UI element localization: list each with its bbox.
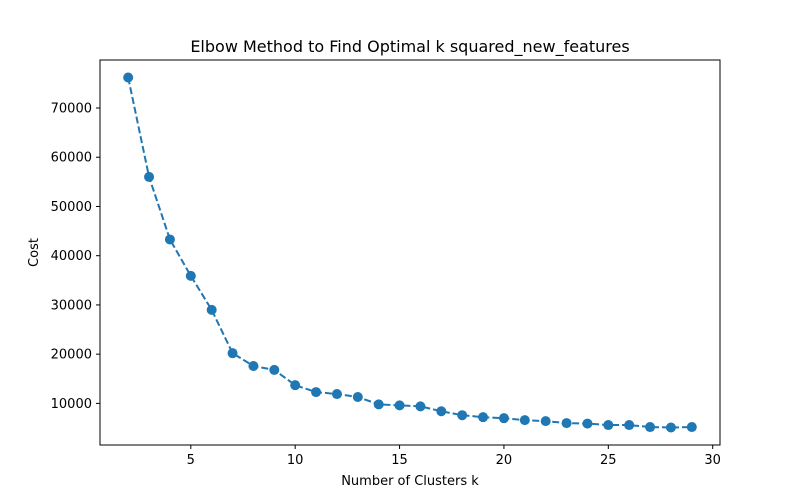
x-tick-label: 15 (391, 453, 408, 468)
y-tick-label: 40000 (51, 249, 92, 264)
x-tick-label: 5 (187, 453, 195, 468)
chart-title: Elbow Method to Find Optimal k squared_n… (190, 37, 629, 57)
data-point (582, 418, 593, 429)
data-point (519, 415, 530, 426)
data-points (123, 72, 697, 433)
data-point (478, 412, 489, 423)
data-point (290, 380, 301, 391)
plot-area-frame (99, 59, 721, 446)
x-axis-ticks: 5 10 15 20 25 30 (187, 445, 721, 468)
y-tick-label: 50000 (51, 200, 92, 215)
data-point (352, 391, 363, 402)
series-line (127, 77, 692, 429)
y-tick-label: 10000 (51, 397, 92, 412)
x-tick-label: 25 (600, 453, 617, 468)
data-point (123, 72, 134, 83)
data-point (331, 389, 342, 400)
x-axis-title: Number of Clusters k (341, 474, 479, 489)
y-tick-label: 20000 (51, 348, 92, 363)
y-tick-label: 30000 (51, 298, 92, 313)
data-point (269, 364, 280, 375)
data-point (645, 422, 656, 433)
data-point (540, 416, 551, 427)
data-point (227, 348, 238, 359)
y-tick-label: 70000 (51, 102, 92, 117)
x-tick-label: 30 (704, 453, 721, 468)
data-point (164, 234, 175, 245)
x-tick-label: 20 (496, 453, 513, 468)
data-point (498, 413, 509, 424)
y-axis-ticks: 10000 20000 30000 40000 50000 60000 70000 (51, 102, 100, 412)
data-point (373, 399, 384, 410)
data-point (415, 401, 426, 412)
data-point (665, 422, 676, 433)
data-point (394, 400, 405, 411)
data-point (144, 171, 155, 182)
data-point (686, 422, 697, 433)
data-point (603, 420, 614, 431)
data-point (561, 418, 572, 429)
data-point (624, 420, 635, 431)
data-point (436, 406, 447, 417)
data-point (457, 410, 468, 421)
data-point (248, 360, 259, 371)
data-point (206, 304, 217, 315)
x-tick-label: 10 (287, 453, 304, 468)
data-point (185, 270, 196, 281)
y-axis-title: Cost (27, 238, 42, 267)
y-tick-label: 60000 (51, 151, 92, 166)
data-point (311, 387, 322, 398)
